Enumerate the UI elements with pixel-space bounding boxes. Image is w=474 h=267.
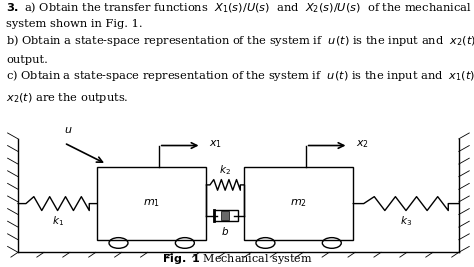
Text: $\mathbf{3.}$ a) Obtain the transfer functions  $X_1(s)/U(s)$  and  $X_2(s)/U(s): $\mathbf{3.}$ a) Obtain the transfer fun… xyxy=(6,1,472,15)
Text: $\mathbf{Fig.\ 1}$ Mechanical system: $\mathbf{Fig.\ 1}$ Mechanical system xyxy=(162,252,312,266)
Text: b) Obtain a state-space representation of the system if  $u(t)$ is the input and: b) Obtain a state-space representation o… xyxy=(6,33,474,48)
Text: $m_1$: $m_1$ xyxy=(143,198,160,210)
Text: output.: output. xyxy=(6,55,48,65)
Text: $x_2$: $x_2$ xyxy=(356,138,368,150)
Text: $k_3$: $k_3$ xyxy=(400,214,412,228)
Text: $u$: $u$ xyxy=(64,125,73,135)
Bar xyxy=(221,211,229,220)
Text: $k_1$: $k_1$ xyxy=(52,214,64,228)
Bar xyxy=(244,167,353,240)
Text: c) Obtain a state-space representation of the system if  $u(t)$ is the input and: c) Obtain a state-space representation o… xyxy=(6,68,474,83)
Text: $b$: $b$ xyxy=(221,225,229,237)
Bar xyxy=(97,167,206,240)
Text: system shown in Fig. 1.: system shown in Fig. 1. xyxy=(6,19,143,29)
Bar xyxy=(214,210,238,221)
Text: $x_2(t)$ are the outputs.: $x_2(t)$ are the outputs. xyxy=(6,91,129,105)
Text: $m_2$: $m_2$ xyxy=(290,198,307,210)
Text: $k_2$: $k_2$ xyxy=(219,163,231,177)
Text: $x_1$: $x_1$ xyxy=(209,138,222,150)
